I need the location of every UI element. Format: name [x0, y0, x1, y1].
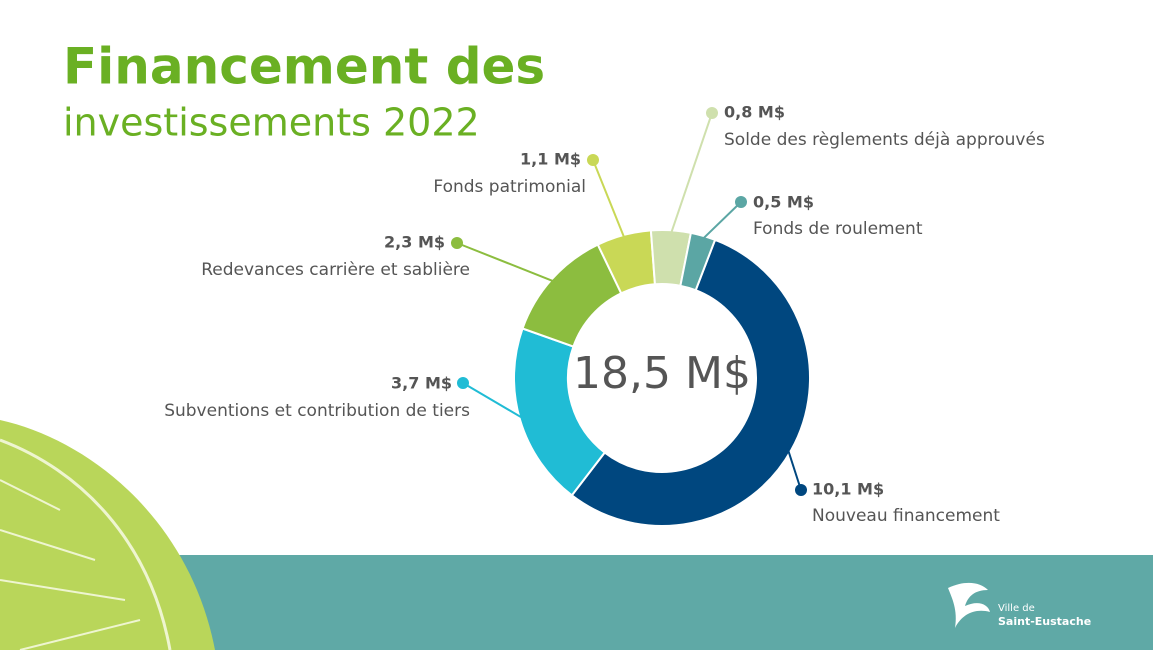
category-label: Fonds patrimonial: [433, 177, 586, 197]
value-label: 1,1 M$: [520, 150, 581, 169]
logo: Ville de Saint-Eustache: [948, 582, 1091, 628]
value-label: 0,8 M$: [724, 103, 785, 122]
value-label: 2,3 M$: [384, 233, 445, 252]
value-label: 0,5 M$: [753, 193, 814, 212]
category-label: Redevances carrière et sablière: [201, 260, 470, 280]
subtitle: investissements 2022: [63, 101, 480, 145]
leader-line: [462, 382, 525, 420]
donut-segment: [570, 238, 811, 527]
logo-line1: Ville de: [998, 603, 1035, 614]
category-label: Solde des règlements déjà approuvés: [724, 130, 1045, 150]
donut-segment: [679, 231, 717, 292]
category-label: Subventions et contribution de tiers: [164, 401, 470, 421]
logo-line2: Saint-Eustache: [998, 615, 1091, 628]
label-dot: [587, 154, 599, 166]
leader-line: [669, 112, 713, 235]
category-label: Nouveau financement: [812, 506, 1000, 526]
leader-line: [786, 448, 802, 491]
center-label: 18,5 M$: [573, 348, 751, 399]
category-label: Fonds de roulement: [753, 219, 923, 239]
value-label: 3,7 M$: [391, 374, 452, 393]
value-label: 10,1 M$: [812, 480, 884, 499]
label-dot: [735, 196, 747, 208]
leaf-decoration: [0, 420, 215, 650]
leader-line: [592, 159, 626, 240]
label-dot: [457, 377, 469, 389]
leader-line: [456, 242, 556, 283]
label-dot: [706, 107, 718, 119]
label-dot: [451, 237, 463, 249]
title: Financement des: [63, 38, 545, 96]
label-dot: [795, 484, 807, 496]
leader-line: [701, 201, 742, 241]
